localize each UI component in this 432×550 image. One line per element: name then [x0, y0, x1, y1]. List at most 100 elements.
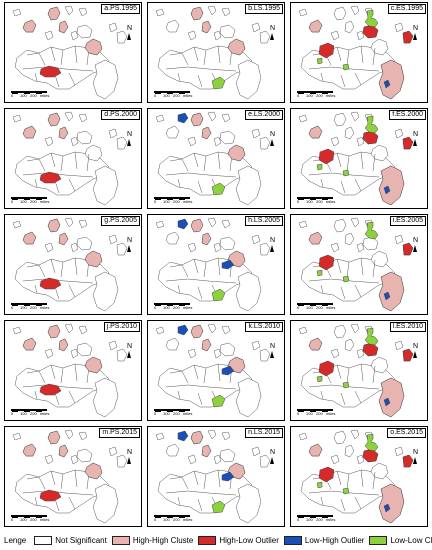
- scale-label: 0: [154, 199, 157, 204]
- cluster-region-hh: [378, 483, 405, 524]
- north-arrow-shape: [413, 457, 418, 464]
- map-panel: c.ES.1995 N 0 100 200 miles: [290, 2, 428, 103]
- scale-unit: miles: [183, 199, 193, 204]
- scale-unit: miles: [183, 411, 193, 416]
- cluster-region-hl: [362, 24, 379, 39]
- scale-bar: 0 100 200 miles: [154, 91, 192, 99]
- scale-label: 100: [163, 305, 170, 310]
- cluster-region-hh: [190, 6, 212, 34]
- north-label: N: [126, 449, 132, 456]
- cluster-region-hl: [39, 383, 62, 396]
- scale-label: 200: [316, 517, 323, 522]
- north-arrow-shape: [270, 33, 275, 40]
- scale-bar-line: [154, 197, 190, 200]
- scale-unit: miles: [326, 93, 336, 98]
- region-map: [155, 5, 271, 100]
- scale-label: 0: [297, 411, 300, 416]
- scale-label: 100: [306, 305, 313, 310]
- cluster-region-hh: [378, 271, 405, 312]
- panel-title: f.ES.2000: [389, 110, 426, 120]
- cluster-region-hh: [84, 462, 103, 480]
- cluster-region-hh: [190, 430, 212, 458]
- region-map: [12, 429, 128, 524]
- cluster-region-lh: [221, 365, 235, 376]
- scale-bar-line: [11, 197, 47, 200]
- north-arrow-icon: N: [127, 131, 132, 146]
- cluster-region-hh: [308, 125, 323, 139]
- region-map: [155, 111, 271, 206]
- cluster-region-hl: [362, 130, 379, 145]
- cluster-region-ll: [316, 481, 323, 489]
- cluster-region-ll: [211, 182, 226, 196]
- panel-title: n.LS.2015: [245, 428, 283, 438]
- cluster-region-lh: [221, 259, 235, 270]
- cluster-region-lh: [177, 112, 189, 124]
- north-arrow-shape: [270, 245, 275, 252]
- cluster-region-hh: [190, 218, 212, 246]
- cluster-region-lh: [383, 291, 391, 301]
- cluster-region-ll: [364, 9, 379, 28]
- scale-label: 200: [30, 305, 37, 310]
- scale-label: 100: [306, 199, 313, 204]
- scale-label: 200: [316, 199, 323, 204]
- legend-label: High-Low Outlier: [219, 535, 279, 545]
- scale-bar: 0 100 200 miles: [11, 91, 50, 99]
- not-significant-regions: [12, 323, 128, 418]
- region-map: [298, 111, 414, 206]
- map-panel: g.PS.2005 N 0 100 200 miles: [4, 214, 142, 315]
- cluster-region-ll: [364, 433, 379, 452]
- panel-title: g.PS.2005: [101, 216, 140, 226]
- cluster-region-ll: [211, 394, 226, 408]
- scale-bar-line: [154, 515, 190, 518]
- scale-label: 200: [30, 93, 37, 98]
- north-arrow-shape: [127, 139, 132, 146]
- scale-label: 100: [163, 93, 170, 98]
- cluster-region-hh: [84, 356, 103, 374]
- scale-unit: miles: [40, 93, 50, 98]
- cluster-region-hl: [39, 171, 62, 184]
- scale-label: 100: [20, 199, 27, 204]
- region-map: [12, 217, 128, 312]
- region-map: [155, 429, 271, 524]
- legend-swatch-not-significant: [34, 535, 53, 545]
- north-arrow-icon: N: [127, 25, 132, 40]
- scale-label: 0: [297, 199, 300, 204]
- scale-label: 0: [11, 517, 14, 522]
- north-label: N: [269, 343, 275, 350]
- map-panel: l.ES.2010 N 0 100 200 miles: [290, 320, 428, 421]
- scale-label: 200: [316, 411, 323, 416]
- cluster-region-ll: [316, 163, 323, 171]
- legend-swatch-low-low: [369, 535, 388, 545]
- cluster-region-ll: [364, 221, 379, 240]
- scale-unit: miles: [40, 411, 50, 416]
- north-label: N: [126, 343, 132, 350]
- cluster-region-lh: [383, 503, 391, 513]
- legend-swatch-high-high: [111, 535, 130, 545]
- scale-bar-line: [154, 409, 190, 412]
- legend-label: Low-Low Cluster: [390, 535, 432, 545]
- legend-item-not-significant: Not Significant: [34, 535, 107, 545]
- scale-bar: 0 100 200 miles: [297, 197, 335, 205]
- legend-item-low-low: Low-Low Cluster: [369, 535, 432, 545]
- scale-label: 100: [20, 517, 27, 522]
- cluster-region-hl: [318, 466, 335, 483]
- scale-bar: 0 100 200 miles: [297, 91, 336, 99]
- scale-bar: 0 100 200 miles: [11, 515, 49, 523]
- cluster-region-hl: [39, 65, 62, 78]
- cluster-region-hh: [22, 125, 37, 139]
- north-label: N: [412, 237, 418, 244]
- map-panel: f.ES.2000 N 0 100 200 miles: [290, 108, 428, 209]
- cluster-region-ll: [342, 63, 350, 71]
- north-arrow-shape: [270, 139, 275, 146]
- north-arrow-shape: [413, 139, 418, 146]
- scale-label: 200: [173, 305, 180, 310]
- panel-title: a.PS.1995: [101, 4, 140, 14]
- cluster-region-hh: [308, 443, 323, 457]
- region-map: [298, 217, 414, 312]
- north-arrow-icon: N: [270, 343, 275, 358]
- scale-label: 100: [306, 93, 313, 98]
- scale-bar-line: [11, 515, 47, 518]
- scale-bar: 0 100 200 miles: [154, 303, 192, 311]
- cluster-region-hh: [308, 19, 323, 33]
- scale-unit: miles: [326, 517, 336, 522]
